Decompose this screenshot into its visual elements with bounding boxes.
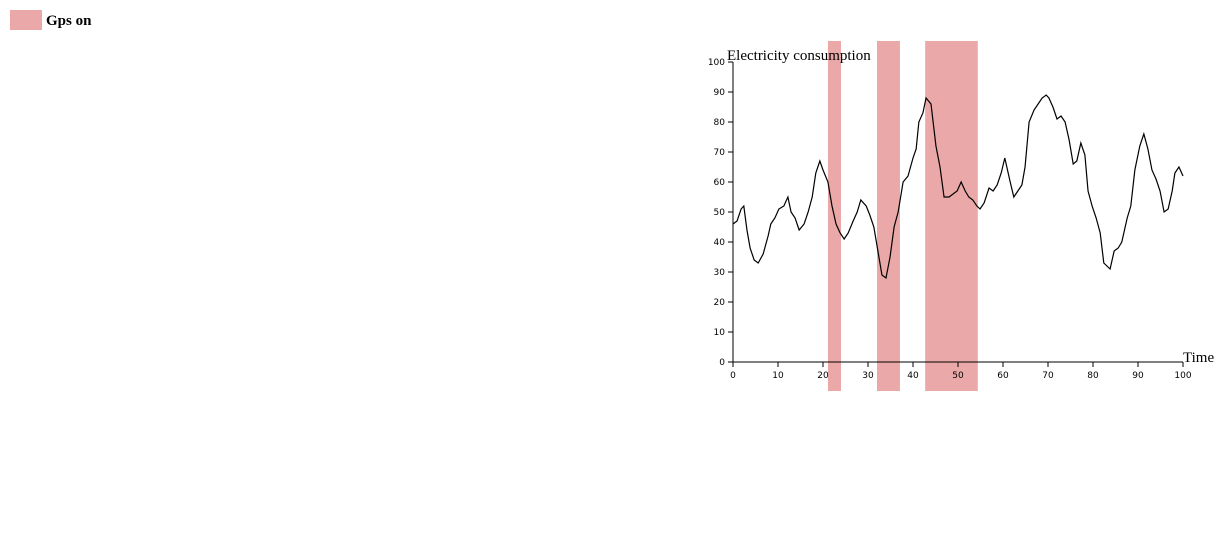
y-tick-label: 30 — [714, 268, 726, 278]
y-tick-label: 50 — [714, 208, 726, 218]
x-tick-label: 0 — [730, 371, 736, 381]
x-tick-label: 80 — [1087, 371, 1099, 381]
x-tick-label: 30 — [862, 371, 874, 381]
x-tick-label: 10 — [772, 371, 784, 381]
y-axis-title: Electricity consumption — [727, 48, 871, 64]
y-tick-label: 70 — [714, 148, 726, 158]
y-tick-label: 100 — [708, 58, 725, 68]
y-tick-label: 80 — [714, 118, 726, 128]
x-tick-label: 70 — [1042, 371, 1054, 381]
y-tick-label: 0 — [719, 358, 725, 368]
x-tick-label: 40 — [907, 371, 919, 381]
legend-swatch — [10, 10, 42, 30]
x-tick-label: 90 — [1132, 371, 1144, 381]
x-tick-label: 50 — [952, 371, 964, 381]
y-tick-label: 10 — [714, 328, 726, 338]
x-tick-label: 60 — [997, 371, 1009, 381]
legend-label: Gps on — [46, 13, 92, 29]
legend: Gps on — [10, 10, 92, 30]
x-axis-title: Time — [1183, 350, 1214, 366]
consumption-line — [732, 94, 1184, 280]
x-tick-label: 100 — [1174, 371, 1191, 381]
y-tick-label: 40 — [714, 238, 726, 248]
gps-band — [877, 41, 900, 391]
y-tick-label: 60 — [714, 178, 726, 188]
x-tick-label: 20 — [817, 371, 829, 381]
y-tick-label: 20 — [714, 298, 726, 308]
bands — [827, 41, 978, 391]
gps-band — [925, 41, 978, 391]
y-tick-label: 90 — [714, 88, 726, 98]
